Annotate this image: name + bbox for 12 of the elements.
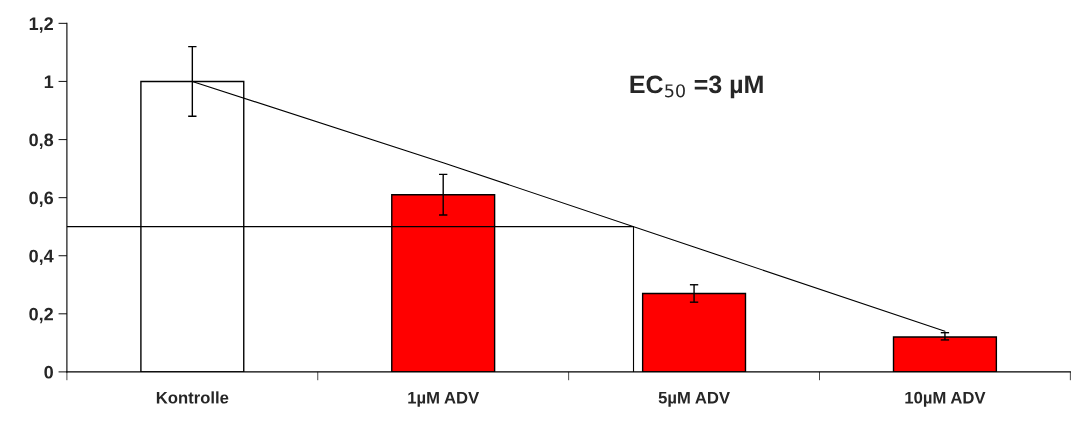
x-tick-label: 10µM ADV bbox=[905, 391, 986, 407]
annotation: EC$_{50}$ =3 µM bbox=[630, 75, 763, 99]
y-tick-label: 1 bbox=[44, 75, 54, 88]
y-tick-label: 1,2 bbox=[29, 17, 53, 33]
y-tick-label: 0,6 bbox=[29, 191, 54, 207]
x-tick-label: 5µM ADV bbox=[658, 391, 730, 407]
x-tick-label: 1µM ADV bbox=[408, 391, 480, 407]
y-tick-label: 0 bbox=[44, 365, 53, 379]
y-tick-label: 0,2 bbox=[29, 307, 53, 324]
x-tick-label: Kontrolle bbox=[156, 391, 229, 404]
y-tick-label: 0,4 bbox=[29, 249, 54, 266]
y-tick-label: 0,8 bbox=[29, 133, 54, 149]
